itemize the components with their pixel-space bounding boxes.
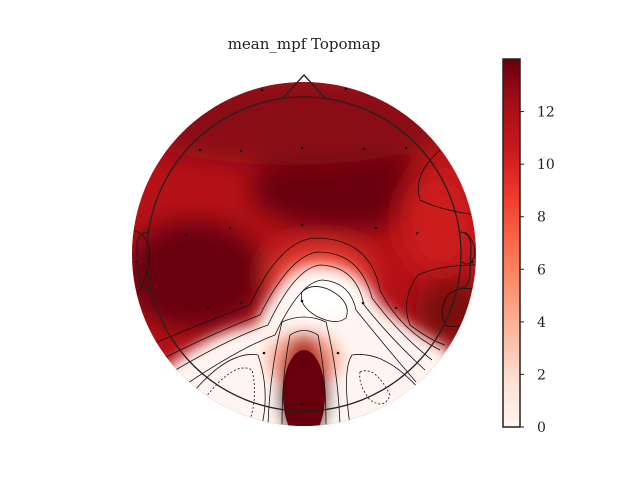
chart-title: mean_mpf Topomap [228, 35, 381, 53]
colorbar-tick-label: 12 [537, 105, 555, 121]
sensor-dot [300, 402, 304, 406]
sensor-dot [394, 306, 398, 310]
sensor-dot [404, 146, 408, 150]
contour-line [281, 316, 341, 426]
nose-outline [282, 74, 326, 99]
sensor-dot [336, 351, 340, 355]
sensor-dot [470, 260, 474, 264]
sensor-dot [300, 299, 304, 303]
sensor-markers [134, 87, 474, 406]
contour-line [289, 330, 327, 426]
sensor-dot [300, 223, 304, 227]
sensor-dot [374, 226, 378, 230]
contour-line [204, 367, 255, 421]
contour-line [149, 237, 441, 351]
region-fronto-central [250, 150, 440, 230]
contour-lines [132, 149, 476, 426]
contour-line [194, 354, 266, 426]
sensor-dot [198, 148, 202, 152]
sensor-dot [228, 226, 232, 230]
sensor-dot [239, 149, 243, 153]
topomap-field [132, 82, 476, 426]
left-ear-outline [136, 231, 150, 289]
colorbar-tick-label: 10 [537, 157, 555, 173]
colorbar: 0 2 4 6 8 10 12 [502, 58, 555, 436]
colorbar-tick-label: 2 [537, 367, 546, 383]
contour-line [417, 149, 476, 216]
contour-line [406, 264, 476, 346]
colorbar-tick-label: 8 [537, 210, 546, 226]
region-right-frontal [400, 165, 476, 275]
colorbar-gradient [503, 59, 520, 427]
contour-line [267, 321, 283, 426]
right-ear-outline [458, 231, 472, 289]
sensor-dot [361, 301, 365, 305]
sensor-dot [184, 233, 188, 237]
region-frontal [132, 82, 460, 165]
contour-line [184, 279, 417, 386]
contour-line [359, 370, 391, 405]
sensor-dot [362, 147, 366, 151]
sensor-dot [262, 351, 266, 355]
sensor-dot [415, 231, 419, 235]
region-left-temporal [132, 220, 265, 330]
sensor-dot [260, 88, 264, 92]
head-outline [136, 74, 472, 412]
region-occipital-core [283, 350, 325, 426]
colorbar-tick-label: 4 [537, 315, 546, 331]
colorbar-tick-label: 6 [537, 262, 546, 278]
contour-line [159, 251, 433, 361]
contour-line [300, 286, 348, 322]
colorbar-frame [502, 58, 521, 428]
sensor-dot [206, 306, 210, 310]
contour-line [171, 264, 426, 373]
contour-line [346, 354, 421, 426]
sensor-dot [134, 260, 138, 264]
sensor-dot [239, 301, 243, 305]
colorbar-ticks: 0 2 4 6 8 10 12 [520, 105, 555, 436]
region-centro-parietal [290, 282, 354, 318]
sensor-dot [300, 146, 304, 150]
colorbar-tick-label: 0 [537, 420, 546, 436]
contour-line [281, 334, 291, 426]
head-circle [146, 96, 462, 412]
contour-line [461, 231, 476, 265]
sensor-dot [344, 87, 348, 91]
